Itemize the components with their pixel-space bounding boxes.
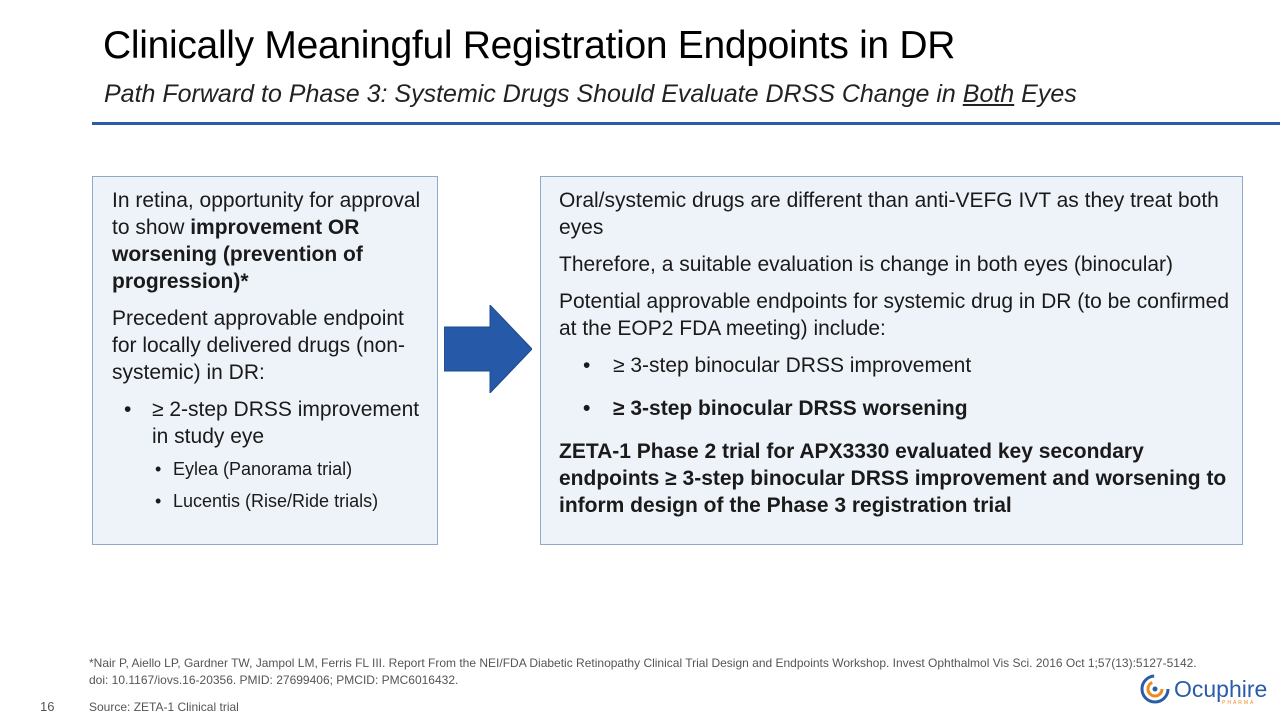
right-paragraph-oral: Oral/systemic drugs are different than a… — [559, 189, 1219, 239]
left-paragraph-opportunity: In retina, opportunity for approval to s… — [112, 187, 425, 295]
sub-bullet-text: Lucentis (Rise/Ride trials) — [173, 491, 379, 511]
bullet-text: ≥ 3-step binocular DRSS worsening — [613, 397, 968, 420]
right-arrow-icon — [444, 305, 532, 393]
title-divider — [92, 122, 1280, 125]
left-paragraph-precedent: Precedent approvable endpoint for locall… — [112, 307, 405, 384]
subtitle-text-start: Path Forward to Phase 3: Systemic Drugs … — [104, 80, 963, 108]
list-item: • ≥ 2-step DRSS improvement in study eye — [112, 396, 425, 450]
ocuphire-logo: Ocuphire — [1138, 672, 1267, 706]
page-number: 16 — [40, 699, 55, 714]
list-item: • ≥ 3-step binocular DRSS improvement — [559, 352, 1230, 379]
sub-bullet-text: Eylea (Panorama trial) — [173, 459, 353, 479]
bullet-marker: • — [124, 398, 132, 421]
source-note: Source: ZETA-1 Clinical trial — [89, 700, 239, 714]
footnote: *Nair P, Aiello LP, Gardner TW, Jampol L… — [89, 656, 1197, 687]
bullet-marker: • — [155, 491, 162, 511]
logo-wordmark: Ocuphire — [1174, 676, 1268, 702]
list-item: • ≥ 3-step binocular DRSS worsening — [559, 395, 1230, 422]
left-info-box: In retina, opportunity for approval to s… — [92, 176, 438, 545]
left-paragraph-opportunity-text: In retina, opportunity for approval to s… — [112, 189, 421, 239]
left-paragraph-opportunity-bold: improvement OR worsening (prevention of … — [112, 216, 363, 293]
logo-subtext: PHARMA — [1222, 700, 1256, 706]
slide-subtitle: Path Forward to Phase 3: Systemic Drugs … — [104, 80, 1077, 109]
logo-swirl-icon — [1140, 674, 1170, 704]
slide-title: Clinically Meaningful Registration Endpo… — [103, 24, 956, 67]
bullet-marker: • — [583, 397, 591, 420]
bullet-marker: • — [155, 459, 162, 479]
bullet-text: ≥ 3-step binocular DRSS improvement — [613, 354, 972, 377]
sub-list-item: • Eylea (Panorama trial) — [112, 458, 425, 480]
right-info-box: Oral/systemic drugs are different than a… — [540, 176, 1243, 545]
bullet-text: ≥ 2-step DRSS improvement in study eye — [152, 398, 420, 448]
sub-list-item: • Lucentis (Rise/Ride trials) — [112, 490, 425, 512]
subtitle-text-end: Eyes — [1014, 80, 1077, 108]
right-paragraph-therefore: Therefore, a suitable evaluation is chan… — [559, 253, 1174, 276]
subtitle-underlined-word: Both — [962, 80, 1015, 108]
bullet-marker: • — [583, 354, 591, 377]
right-paragraph-potential: Potential approvable endpoints for syste… — [559, 290, 1230, 340]
right-paragraph-zeta: ZETA-1 Phase 2 trial for APX3330 evaluat… — [559, 440, 1227, 517]
